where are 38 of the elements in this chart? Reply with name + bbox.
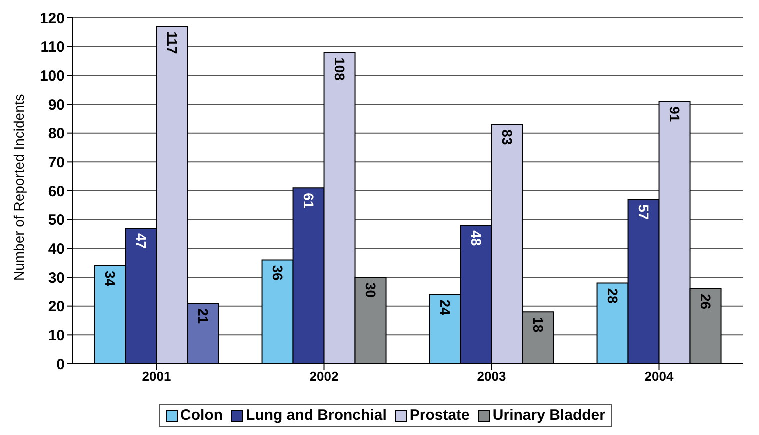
y-tick-label: 20 [48,298,65,316]
y-axis-title: Number of Reported Incidents [10,94,27,281]
data-label: 34 [102,270,118,287]
y-tick-label: 30 [48,270,65,287]
x-tick-label: 2003 [477,369,506,384]
y-tick-label: 70 [48,154,65,172]
data-label: 26 [698,294,714,310]
legend-label: Prostate [408,407,470,424]
data-label: 57 [636,204,652,220]
x-tick-label: 2002 [310,369,339,384]
legend-label: Lung and Bronchial [245,407,387,424]
data-label: 24 [437,300,454,316]
data-label: 91 [666,106,683,122]
data-label: 21 [195,308,212,324]
y-tick-label: 110 [40,39,65,56]
y-tick-label: 120 [40,10,65,28]
data-label: 30 [362,282,379,298]
legend-label: Urinary Bladder [492,407,606,424]
data-label: 61 [300,193,317,209]
x-tick-label: 2001 [142,369,172,384]
data-label: 108 [332,58,348,82]
y-tick-label: 100 [40,68,65,85]
y-tick-label: 0 [56,356,65,374]
data-label: 28 [604,288,621,304]
data-label: 36 [270,265,286,281]
y-tick-label: 40 [48,240,65,258]
y-tick-label: 60 [48,183,65,200]
data-label: 117 [164,32,180,54]
y-tick-label: 50 [48,212,65,230]
y-tick-label: 90 [48,96,65,114]
legend-label: Colon [180,407,224,424]
x-tick-label: 2004 [644,369,674,384]
data-label: 48 [468,230,484,246]
y-tick-label: 80 [48,126,65,143]
data-label: 83 [499,130,516,146]
y-tick-label: 10 [48,327,65,344]
data-label: 18 [530,317,546,333]
data-label: 47 [133,233,150,250]
